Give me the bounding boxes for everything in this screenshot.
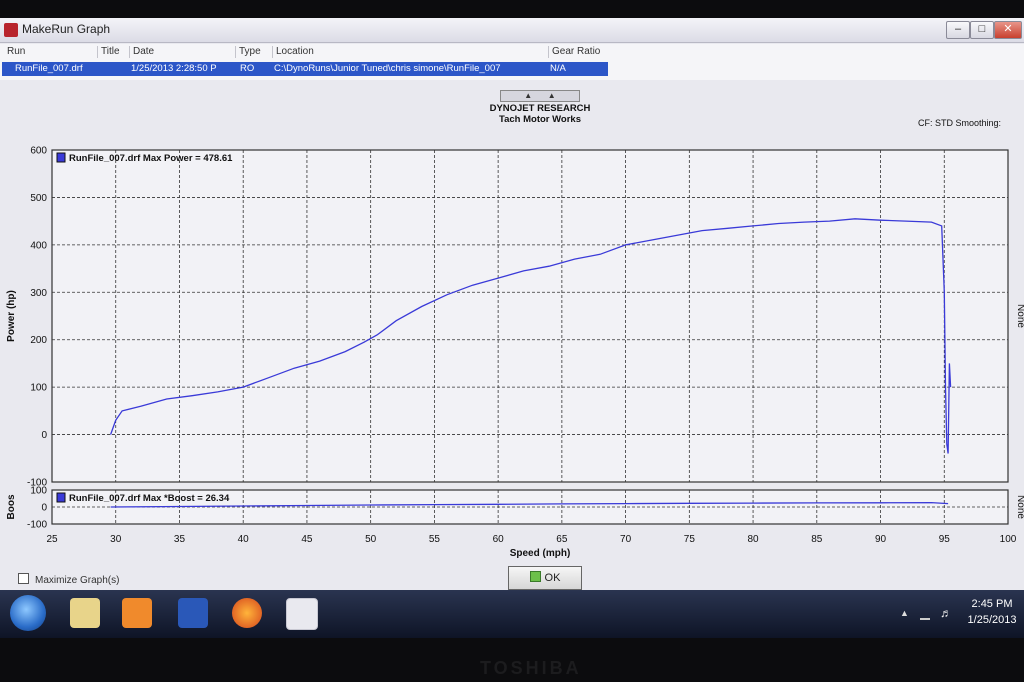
firefox-icon[interactable] — [232, 598, 262, 628]
tray-expand-icon[interactable]: ▲ — [900, 608, 909, 618]
clock-date[interactable]: 1/25/2013 — [967, 614, 1017, 626]
minimize-button[interactable]: – — [946, 21, 970, 39]
col-header-run[interactable]: Run — [7, 46, 26, 57]
ok-button[interactable]: OK — [508, 566, 582, 590]
col-header-location[interactable]: Location — [272, 46, 314, 58]
network-icon[interactable] — [920, 608, 930, 620]
x-tick-label: 75 — [684, 534, 696, 545]
x-tick-label: 30 — [110, 534, 122, 545]
x-tick-label: 25 — [46, 534, 58, 545]
right-axis-label: None — [1015, 304, 1024, 328]
x-tick-label: 35 — [174, 534, 186, 545]
legend-swatch — [56, 492, 66, 503]
date-cell: 1/25/2013 2:28:50 P — [131, 63, 217, 74]
col-header-title[interactable]: Title — [97, 46, 120, 58]
series-line — [109, 218, 952, 454]
x-tick-label: 85 — [811, 534, 823, 545]
y-axis-title: Boos — [6, 494, 17, 519]
dynojet-app-icon — [4, 23, 18, 37]
legend-label: RunFile_007.drf Max *Boost = 26.34 — [69, 493, 230, 504]
boost-chart: -100 0 100 Boos None RunFile_007.drf Max *Boo… — [6, 486, 1024, 531]
x-tick-label: 80 — [748, 534, 760, 545]
company-line-1: DYNOJET RESEARCH — [489, 103, 591, 114]
right-axis-label: None — [1015, 495, 1024, 519]
company-line-2: Tach Motor Works — [499, 114, 581, 125]
y-tick-label: 200 — [30, 335, 47, 346]
y-tick-label: 100 — [30, 383, 47, 394]
maximize-graphs-checkbox[interactable]: Maximize Graph(s) — [18, 573, 119, 586]
series-line — [110, 501, 949, 508]
y-tick-label: -100 — [27, 478, 47, 489]
clock-time[interactable]: 2:45 PM — [971, 598, 1013, 610]
window-titlebar: MakeRun Graph – □ ✕ — [0, 18, 1024, 43]
window-title: MakeRun Graph — [22, 22, 111, 36]
close-button[interactable]: ✕ — [994, 21, 1022, 39]
gear-ratio-cell: N/A — [550, 63, 566, 74]
y-tick-label: 100 — [30, 486, 47, 497]
y-tick-label: 0 — [41, 503, 47, 514]
media-player-icon[interactable] — [122, 598, 152, 628]
folder-icon[interactable] — [70, 598, 100, 628]
screen: MakeRun Graph – □ ✕ Run Title Date Type … — [0, 18, 1024, 638]
windows-start-icon[interactable] — [10, 595, 46, 631]
power-chart: -100 0 100 200 300 400 500 600 Power (hp) None Run… — [6, 146, 1024, 489]
x-tick-label: 40 — [238, 534, 250, 545]
y-tick-label: 300 — [30, 288, 47, 299]
maximize-button[interactable]: □ — [970, 21, 994, 39]
x-tick-label: 90 — [875, 534, 887, 545]
run-list: Run Title Date Type Location Gear Ratio … — [0, 44, 1024, 80]
y-tick-label: 0 — [41, 430, 47, 441]
maximize-label: Maximize Graph(s) — [35, 575, 120, 586]
speed-axis: 25 30 35 40 45 50 55 60 65 70 75 80 85 90 95 100 Speed (… — [46, 534, 1017, 559]
monitor-brand: TOSHIBA — [480, 658, 582, 678]
x-tick-label: 60 — [493, 534, 505, 545]
x-tick-label: 100 — [1000, 534, 1017, 545]
cf-smoothing-info: CF: STD Smoothing: — [918, 118, 1002, 128]
x-tick-label: 65 — [556, 534, 568, 545]
run-row[interactable]: RunFile_007.drf 1/25/2013 2:28:50 P RO C… — [2, 62, 608, 76]
plot-area — [51, 149, 1009, 483]
app-icon[interactable] — [178, 598, 208, 628]
legend-label: RunFile_007.drf Max Power = 478.61 — [69, 153, 233, 164]
y-tick-label: 400 — [30, 240, 47, 251]
x-tick-label: 95 — [939, 534, 951, 545]
y-tick-label: 500 — [30, 193, 47, 204]
col-header-gear-ratio[interactable]: Gear Ratio — [548, 46, 600, 58]
volume-icon[interactable]: ♬ — [940, 606, 952, 620]
x-tick-label: 55 — [429, 534, 441, 545]
col-header-date[interactable]: Date — [129, 46, 154, 58]
location-cell: C:\DynoRuns\Junior Tuned\chris simone\Ru… — [274, 63, 501, 74]
legend-swatch — [56, 152, 66, 163]
y-axis-title: Power (hp) — [6, 290, 17, 342]
run-cell: RunFile_007.drf — [15, 63, 83, 74]
splitter-arrows[interactable]: ▲ ▲ — [500, 90, 580, 102]
col-header-type[interactable]: Type — [235, 46, 261, 58]
dynojet-icon[interactable] — [286, 598, 318, 630]
ok-label: OK — [544, 572, 561, 584]
checkbox-icon — [18, 573, 29, 584]
x-tick-label: 45 — [301, 534, 313, 545]
taskbar: ▲ ♬ 2:45 PM 1/25/2013 — [0, 590, 1024, 638]
x-tick-label: 70 — [620, 534, 632, 545]
check-icon — [529, 571, 541, 582]
x-tick-label: 50 — [365, 534, 377, 545]
y-tick-label: -100 — [27, 520, 47, 531]
x-axis-title: Speed (mph) — [510, 548, 571, 559]
type-cell: RO — [240, 63, 255, 74]
y-tick-label: 600 — [30, 146, 47, 157]
